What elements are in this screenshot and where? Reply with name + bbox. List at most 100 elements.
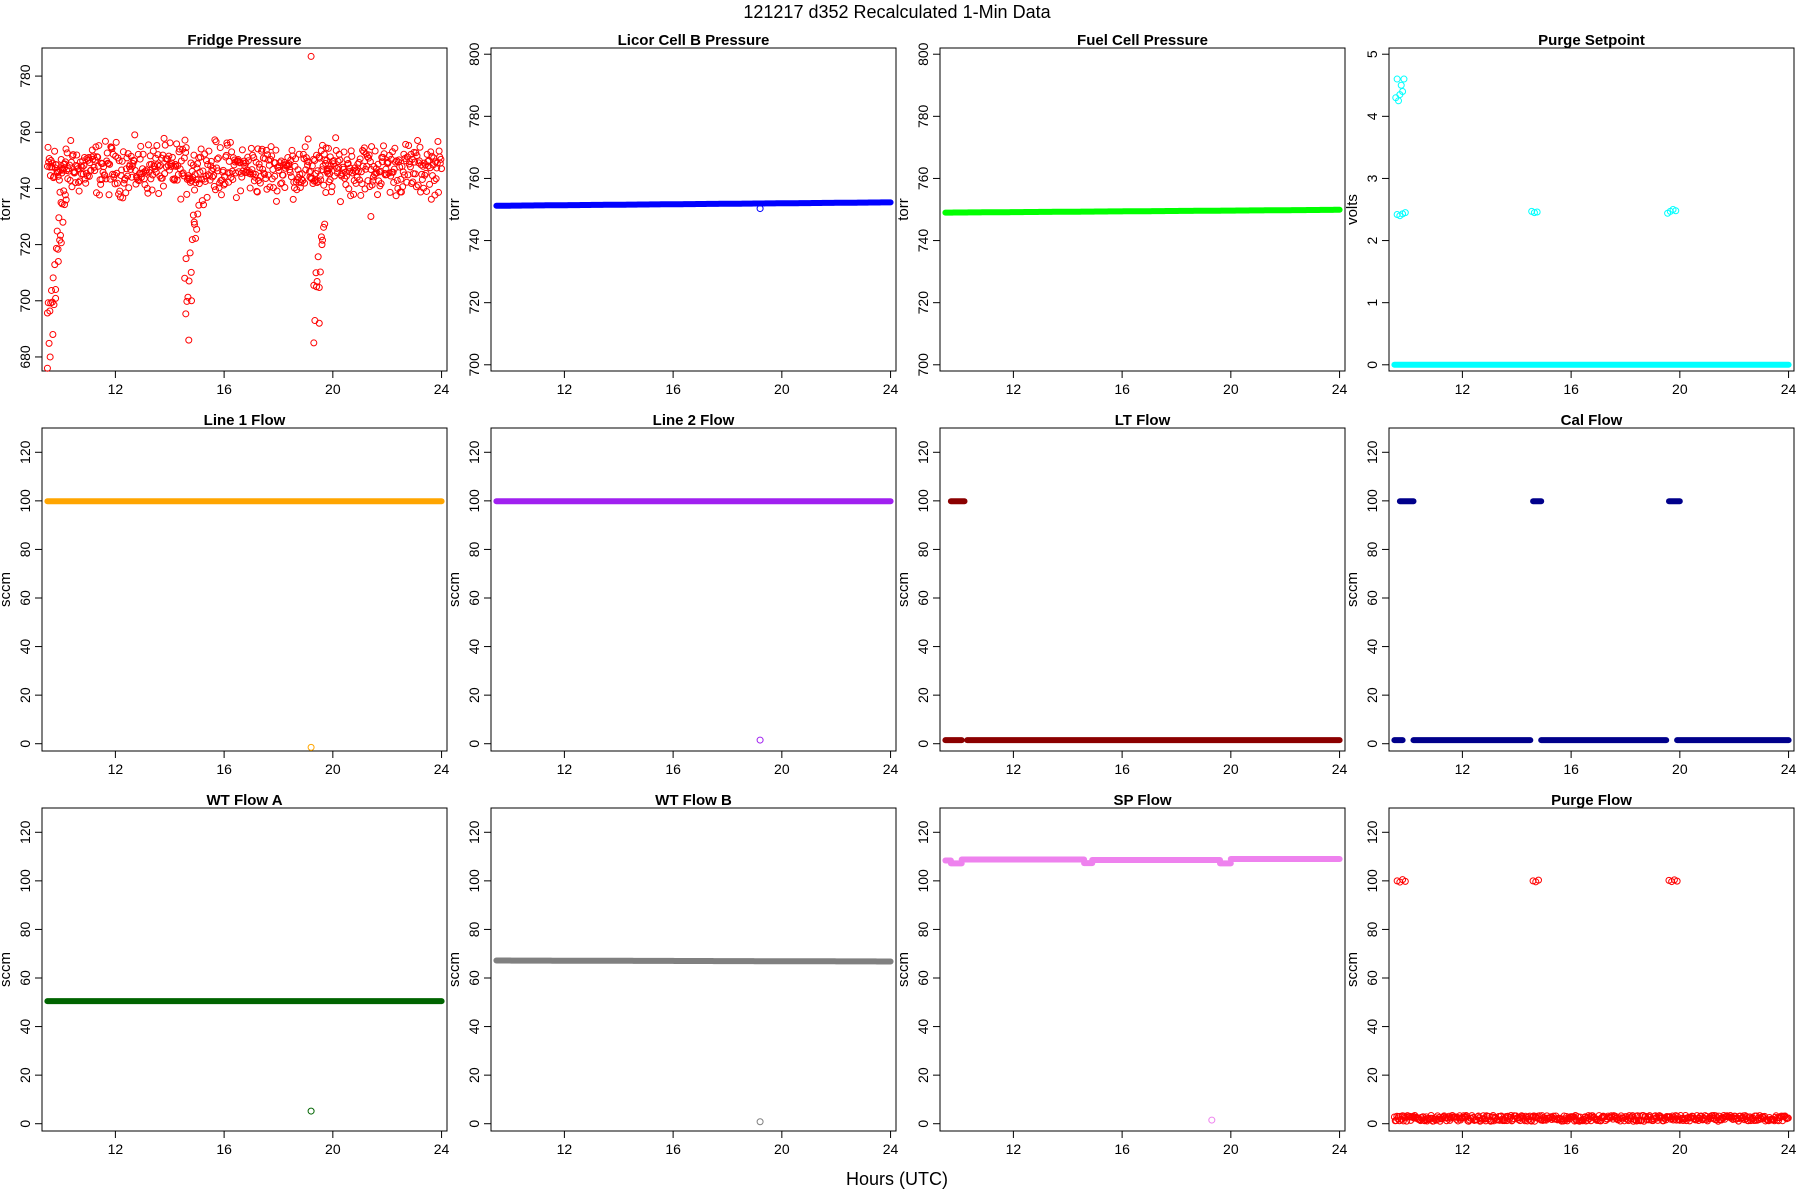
y-tick-label: 740 <box>466 229 482 253</box>
data-point <box>289 195 297 203</box>
data-point <box>366 158 374 166</box>
series-band <box>942 206 1343 216</box>
data-point <box>305 168 313 176</box>
data-point <box>314 253 322 261</box>
data-point <box>170 162 178 170</box>
data-point <box>217 191 225 199</box>
data-point <box>268 152 276 160</box>
data-point <box>1673 877 1681 885</box>
data-point <box>432 175 440 183</box>
data-point <box>130 156 138 164</box>
y-tick-label: 780 <box>915 104 931 128</box>
y-axis-label: torr <box>0 198 14 221</box>
y-tick-label: 120 <box>915 440 931 464</box>
y-tick-label: 0 <box>915 740 931 748</box>
y-tick-label: 720 <box>915 291 931 315</box>
data-point <box>390 178 398 186</box>
data-point <box>1208 1116 1216 1124</box>
data-point <box>120 179 128 187</box>
data-point <box>295 150 303 158</box>
data-point <box>44 143 52 151</box>
series-points <box>756 1118 764 1126</box>
y-axis-label: sccm <box>0 952 14 987</box>
figure-title: 121217 d352 Recalculated 1-Min Data <box>743 2 1051 22</box>
panel-title: WT Flow B <box>655 792 732 809</box>
panel-sp-flow: SP Flow 0 20 40 60 80 100 120 12 16 20 24 sccm <box>895 792 1348 1157</box>
data-point <box>105 191 113 199</box>
x-tick-label: 20 <box>325 381 341 397</box>
x-tick-label: 24 <box>1332 761 1348 777</box>
data-point <box>183 297 191 305</box>
plot-frame <box>490 47 897 372</box>
data-point <box>183 190 191 198</box>
y-tick-label: 0 <box>466 740 482 748</box>
panel-lt-flow: LT Flow 0 20 40 60 80 100 120 12 16 20 24 sccm <box>895 412 1348 777</box>
data-point <box>95 191 103 199</box>
x-tick-label: 12 <box>557 761 573 777</box>
y-tick-label: 0 <box>17 740 33 748</box>
data-point <box>335 163 343 171</box>
data-point <box>332 134 340 142</box>
data-point <box>1534 876 1542 884</box>
data-point <box>311 177 319 185</box>
data-point <box>216 144 224 152</box>
panel-wt-flow-a: WT Flow A 0 20 40 60 80 100 120 12 16 20 24 sccm <box>0 792 450 1157</box>
data-point <box>210 182 218 190</box>
data-point <box>139 150 147 158</box>
data-point <box>237 187 245 195</box>
y-tick-label: 100 <box>17 489 33 513</box>
data-point <box>195 201 203 209</box>
data-point <box>363 153 371 161</box>
data-point <box>185 336 193 344</box>
data-point <box>55 214 63 222</box>
data-point <box>354 167 362 175</box>
data-point <box>253 187 261 195</box>
y-tick-label: 700 <box>17 289 33 313</box>
data-point <box>279 171 287 179</box>
x-tick-label: 16 <box>216 761 232 777</box>
data-point <box>1784 1114 1792 1122</box>
data-point <box>46 353 54 361</box>
data-point <box>235 158 243 166</box>
data-point <box>393 176 401 184</box>
y-tick-label: 20 <box>466 687 482 703</box>
data-point <box>54 245 62 253</box>
y-tick-label: 100 <box>466 489 482 513</box>
data-point <box>311 317 319 325</box>
y-tick-label: 60 <box>915 970 931 986</box>
y-tick-label: 3 <box>1364 174 1380 182</box>
data-point <box>368 143 376 151</box>
data-point <box>345 185 353 193</box>
data-point <box>115 157 123 165</box>
data-point <box>340 148 348 156</box>
data-point <box>188 177 196 185</box>
panel-title: Cal Flow <box>1561 412 1623 429</box>
data-point <box>261 170 269 178</box>
data-point <box>201 150 209 158</box>
data-point <box>211 136 219 144</box>
y-tick-label: 60 <box>1364 970 1380 986</box>
x-tick-label: 12 <box>1006 761 1022 777</box>
x-tick-label: 20 <box>1672 1141 1688 1157</box>
data-point <box>55 176 63 184</box>
data-point <box>293 186 301 194</box>
data-point <box>1401 209 1409 217</box>
data-point <box>344 159 352 167</box>
data-point <box>368 181 376 189</box>
data-point <box>229 175 237 183</box>
panel-cal-flow: Cal Flow 0 20 40 60 80 100 120 12 16 20 24 sccm <box>1344 412 1797 777</box>
data-point <box>304 161 312 169</box>
data-point <box>402 140 410 148</box>
data-point <box>228 148 236 156</box>
data-point <box>131 131 139 139</box>
data-point <box>756 1118 764 1126</box>
data-point <box>427 148 435 156</box>
data-point <box>358 180 366 188</box>
data-point <box>189 211 197 219</box>
data-point <box>124 172 132 180</box>
panel-line-2-flow: Line 2 Flow 0 20 40 60 80 100 120 12 16 20 24 sccm <box>446 412 899 777</box>
data-point <box>294 166 302 174</box>
data-point <box>201 177 209 185</box>
data-point <box>264 171 272 179</box>
data-point <box>321 220 329 228</box>
